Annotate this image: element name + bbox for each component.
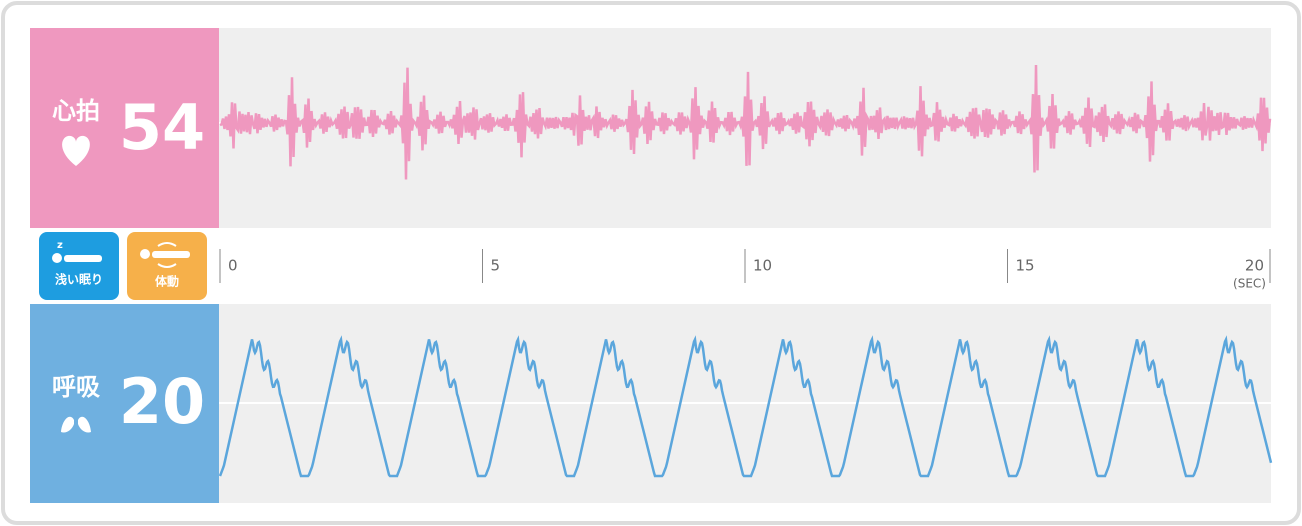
resp-rate: 20	[119, 365, 205, 438]
icon-head	[140, 249, 150, 259]
heart-waveform	[219, 64, 1272, 180]
tick-label: 10	[753, 257, 772, 275]
resp-label: 呼吸	[52, 373, 100, 401]
tick-label: 20	[1245, 257, 1264, 275]
status-label: 体動	[155, 274, 179, 289]
icon-head	[52, 253, 62, 263]
time-unit: (SEC)	[1233, 277, 1266, 291]
heart-rate: 54	[119, 91, 205, 164]
motion-arcs	[157, 242, 177, 268]
lungs-icon	[61, 410, 91, 433]
heart-icon	[62, 135, 90, 166]
sleep-badge	[39, 232, 119, 300]
icon-body	[152, 251, 190, 258]
z-icon: z	[57, 240, 63, 251]
heart-panel	[30, 28, 219, 228]
resp-panel	[30, 304, 219, 503]
tick-label: 15	[1016, 257, 1035, 275]
tick-label: 0	[228, 257, 238, 275]
resp-waveform	[218, 335, 1273, 478]
tick-label: 5	[491, 257, 501, 275]
status-label: 浅い眠り	[55, 272, 103, 287]
heart-label: 心拍	[52, 97, 100, 125]
icon-body	[64, 255, 102, 262]
